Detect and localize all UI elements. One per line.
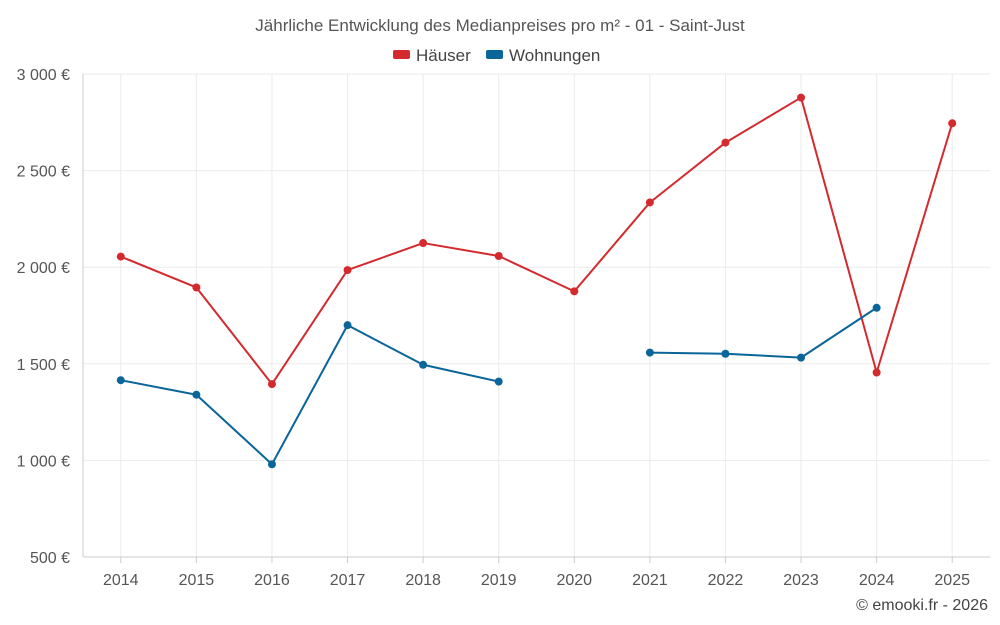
legend-label-wohnungen[interactable]: Wohnungen [509,46,600,65]
data-point-wohnungen-2022[interactable] [721,349,730,358]
x-tick-label: 2015 [179,572,215,589]
y-tick-label: 3 000 € [17,67,70,84]
series [116,93,957,469]
x-tick-label: 2025 [934,572,970,589]
x-tick-label: 2018 [405,572,441,589]
data-point-wohnungen-2014[interactable] [116,376,125,385]
axes: 500 € 1 000 € 1 500 € 2 000 € 2 500 € 3 000 €… [17,67,990,589]
chart-title: Jährliche Entwicklung des Medianpreises … [255,16,745,35]
data-point-wohnungen-2016[interactable] [267,460,276,469]
y-tick-label: 1 500 € [17,357,70,374]
y-tick-label: 500 € [30,550,70,567]
legend-swatch-haeuser [393,50,410,59]
y-tick-label: 1 000 € [17,453,70,470]
data-point-haeuser-2025[interactable] [948,119,957,128]
data-point-wohnungen-2024[interactable] [872,303,881,312]
data-point-haeuser-2021[interactable] [645,198,654,207]
legend-swatch-wohnungen [486,50,503,59]
data-point-haeuser-2017[interactable] [343,266,352,275]
data-point-haeuser-2020[interactable] [570,287,579,296]
data-point-haeuser-2014[interactable] [116,252,125,261]
credit-text: © emooki.fr - 2026 [856,597,988,614]
data-point-haeuser-2018[interactable] [419,239,428,248]
y-tick-label: 2 500 € [17,164,70,181]
data-point-wohnungen-2015[interactable] [192,390,201,399]
series-line-wohnungen [649,306,878,359]
x-tick-label: 2014 [103,572,139,589]
x-tick-label: 2017 [330,572,366,589]
x-tick-label: 2022 [708,572,744,589]
x-tick-label: 2023 [783,572,819,589]
x-tick-label: 2024 [859,572,895,589]
x-tick-label: 2019 [481,572,517,589]
data-point-haeuser-2024[interactable] [872,368,881,377]
legend: Häuser Wohnungen [393,46,600,65]
data-point-haeuser-2022[interactable] [721,138,730,147]
data-point-haeuser-2016[interactable] [267,380,276,389]
data-point-wohnungen-2023[interactable] [797,353,806,362]
data-point-wohnungen-2017[interactable] [343,321,352,330]
data-point-wohnungen-2018[interactable] [419,360,428,369]
series-line-wohnungen [120,324,499,466]
data-point-haeuser-2023[interactable] [797,93,806,102]
x-tick-label: 2020 [556,572,592,589]
data-point-wohnungen-2019[interactable] [494,377,503,386]
y-tick-label: 2 000 € [17,260,70,277]
data-point-haeuser-2015[interactable] [192,283,201,292]
x-tick-label: 2016 [254,572,290,589]
x-tick-label: 2021 [632,572,668,589]
data-point-haeuser-2019[interactable] [494,251,503,260]
series-line-haeuser [120,96,954,386]
data-point-wohnungen-2021[interactable] [645,348,654,357]
grid [83,73,990,557]
legend-label-haeuser[interactable]: Häuser [416,46,471,65]
